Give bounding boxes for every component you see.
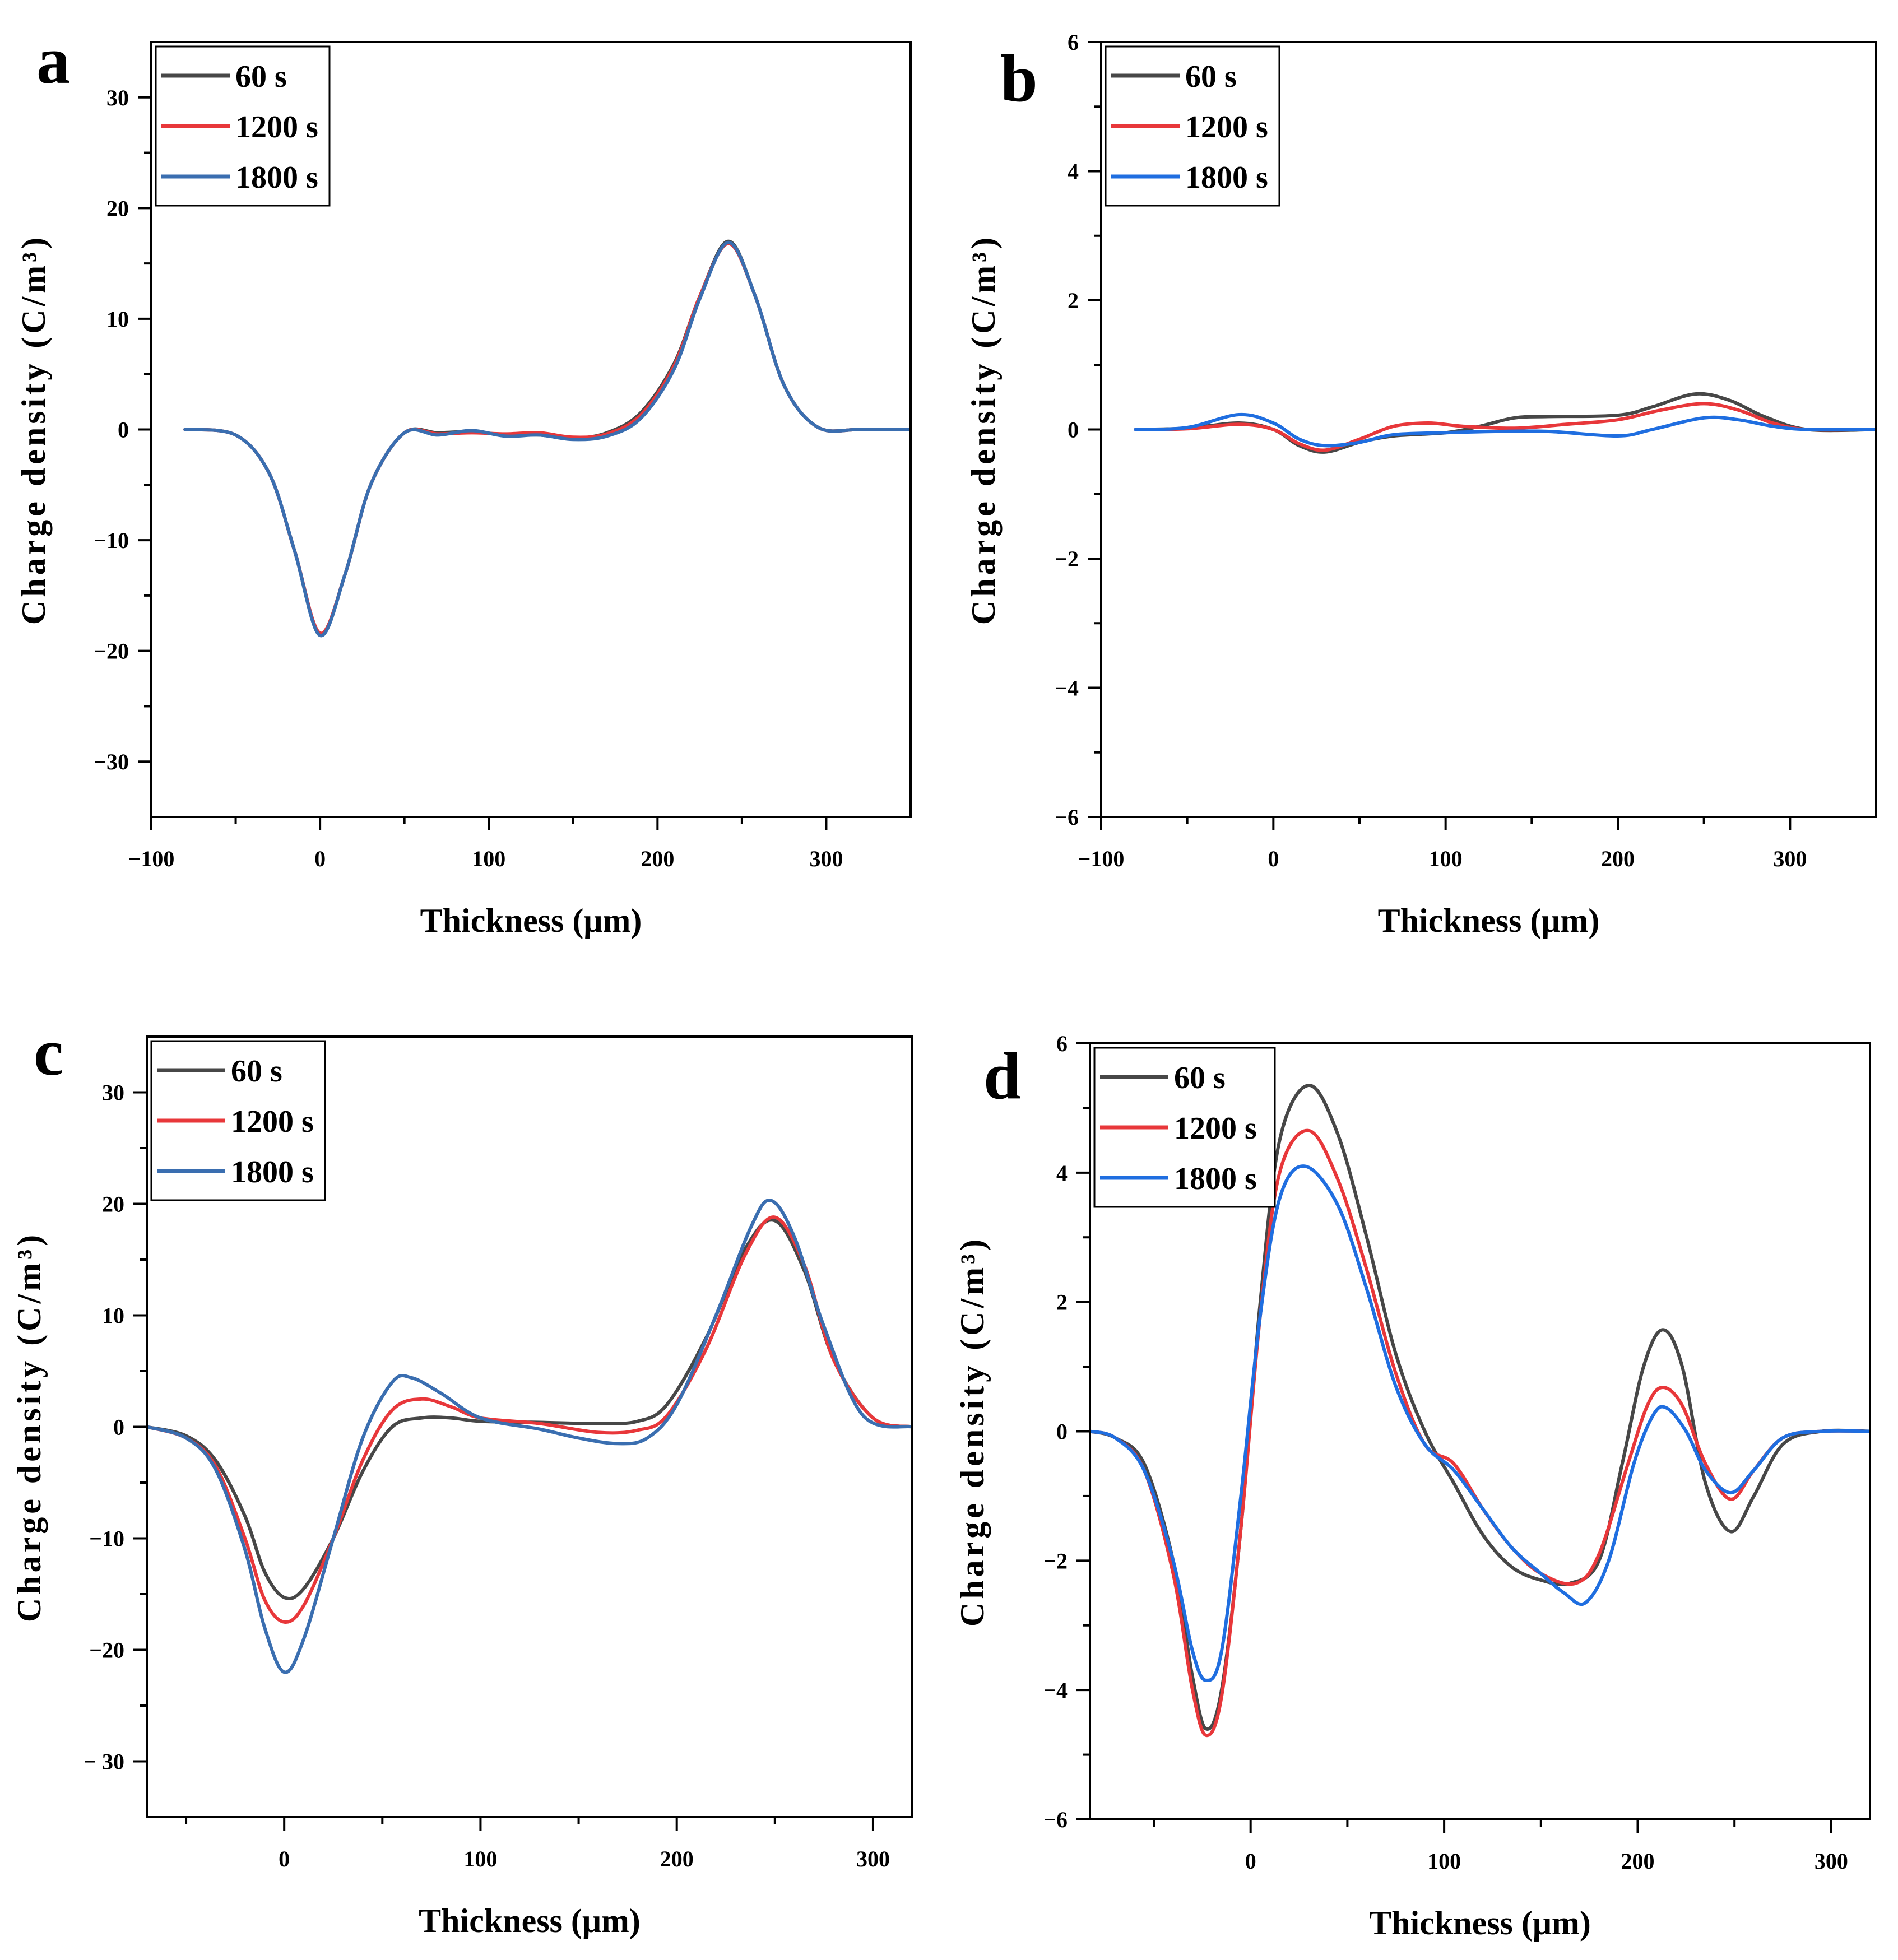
y-tick-label: 2 xyxy=(1056,1290,1068,1315)
legend-label: 1200 s xyxy=(1185,110,1268,145)
y-tick-label: −4 xyxy=(1043,1678,1068,1703)
panel-b: −100 0 100 200 300 −6 −4 −2 0 2 4 6 Thickness (μm) Ch… xyxy=(965,30,1877,939)
series-line-1800s xyxy=(1090,1164,1870,1682)
y-tick-label: 4 xyxy=(1068,159,1079,184)
y-tick-label: 30 xyxy=(106,85,129,110)
series-line-1200s xyxy=(183,241,911,635)
series-line-1800s xyxy=(1134,412,1876,448)
y-tick-label: 6 xyxy=(1068,30,1079,55)
series-line-60s xyxy=(147,1218,912,1601)
x-tick-label: 200 xyxy=(1621,1848,1655,1874)
legend-label: 1800 s xyxy=(231,1155,314,1190)
y-tick-label: −10 xyxy=(94,528,129,553)
legend-label: 1200 s xyxy=(1174,1111,1257,1146)
x-tick-label: 200 xyxy=(641,846,674,871)
series-line-1200s xyxy=(1134,402,1876,452)
x-tick-label: 0 xyxy=(1268,846,1279,871)
y-tick-label: 6 xyxy=(1056,1031,1068,1056)
x-tick-label: 100 xyxy=(472,846,505,871)
panel-letter: b xyxy=(1000,41,1038,115)
x-tick-label: 100 xyxy=(1429,846,1463,871)
x-tick-label: 200 xyxy=(660,1846,694,1871)
series-line-60s xyxy=(1090,1084,1870,1731)
series-line-60s xyxy=(183,239,911,637)
panel-a: −100 0 100 200 300−30−20−100102030Thickness … xyxy=(15,23,912,939)
x-tick-label: 300 xyxy=(1773,846,1807,871)
legend-label: 60 s xyxy=(1174,1061,1226,1095)
legend-label: 1200 s xyxy=(231,1104,314,1139)
legend-label: 1800 s xyxy=(235,160,318,195)
y-tick-label: 4 xyxy=(1056,1160,1068,1186)
series-line-1800s xyxy=(183,240,911,638)
y-tick-label: 20 xyxy=(102,1192,124,1217)
x-tick-label: −100 xyxy=(128,846,175,871)
legend-label: 60 s xyxy=(1185,59,1237,94)
series-line-1200s xyxy=(1090,1128,1870,1738)
x-tick-label: 300 xyxy=(856,1846,890,1871)
y-tick-label: 10 xyxy=(106,306,129,332)
legend-label: 1200 s xyxy=(235,110,318,145)
x-tick-label: 100 xyxy=(463,1846,497,1871)
y-tick-label: 30 xyxy=(102,1080,124,1106)
x-tick-label: 200 xyxy=(1601,846,1635,871)
panel-letter: c xyxy=(34,1015,63,1089)
x-axis-title: Thickness (μm) xyxy=(1378,902,1600,939)
y-tick-label: −6 xyxy=(1055,805,1079,830)
y-tick-label: − 30 xyxy=(83,1749,124,1775)
y-tick-label: 2 xyxy=(1068,288,1079,313)
x-tick-label: −100 xyxy=(1078,846,1125,871)
y-tick-label: −30 xyxy=(94,749,129,774)
legend-label: 1800 s xyxy=(1174,1162,1257,1196)
y-axis-title: Charge density (C/m³) xyxy=(11,1232,48,1622)
y-tick-label: 10 xyxy=(102,1303,124,1329)
legend-label: 60 s xyxy=(235,59,287,94)
panel-letter: a xyxy=(36,23,70,97)
y-tick-label: −10 xyxy=(89,1526,124,1552)
y-tick-label: −20 xyxy=(94,639,129,664)
x-tick-label: 300 xyxy=(1815,1848,1848,1874)
x-axis-title: Thickness (μm) xyxy=(419,1902,641,1939)
y-tick-label: 0 xyxy=(118,417,129,443)
x-tick-label: 0 xyxy=(314,846,326,871)
y-axis-title: Charge density (C/m³) xyxy=(965,234,1002,625)
y-tick-label: −20 xyxy=(89,1638,124,1663)
y-tick-label: 20 xyxy=(106,196,129,221)
y-axis-title: Charge density (C/m³) xyxy=(954,1236,991,1627)
y-tick-label: −4 xyxy=(1055,676,1079,701)
y-axis-title: Charge density (C/m³) xyxy=(15,234,52,625)
y-tick-label: 0 xyxy=(1068,417,1079,443)
series-line-1800s xyxy=(147,1199,912,1674)
y-tick-label: −2 xyxy=(1055,546,1079,572)
y-tick-label: 0 xyxy=(1056,1419,1068,1445)
x-tick-label: 300 xyxy=(809,846,843,871)
x-tick-label: 0 xyxy=(1245,1848,1256,1874)
panel-letter: d xyxy=(983,1038,1021,1113)
y-tick-label: −2 xyxy=(1043,1548,1068,1573)
x-tick-label: 0 xyxy=(279,1846,290,1871)
x-tick-label: 100 xyxy=(1427,1848,1461,1874)
x-axis-title: Thickness (μm) xyxy=(1369,1905,1591,1942)
x-axis-title: Thickness (μm) xyxy=(420,902,642,939)
y-tick-label: 0 xyxy=(113,1415,124,1440)
legend-label: 60 s xyxy=(231,1054,282,1089)
panel-d: 0 100 200 300 −6 −4 −2 0 2 4 6 Thickness (μm) Charge… xyxy=(954,1031,1871,1942)
legend-label: 1800 s xyxy=(1185,160,1268,195)
y-tick-label: −6 xyxy=(1043,1807,1068,1832)
panel-c: 0 100 200 300 − 30 −20 −10 0 10 20 30 Thickness (μm… xyxy=(11,1015,913,1939)
